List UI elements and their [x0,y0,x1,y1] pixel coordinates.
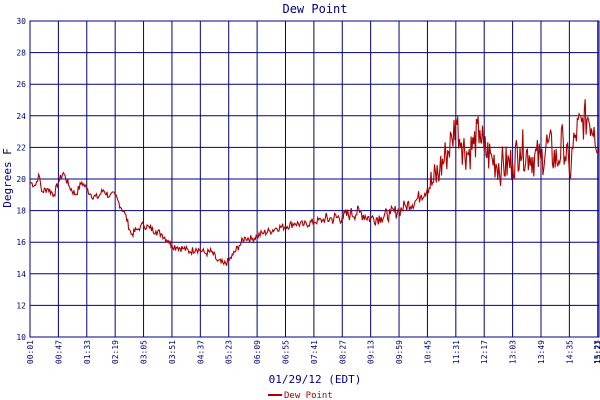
x-tick-label: 06:55 [281,340,290,364]
y-tick-label: 18 [16,207,26,216]
y-tick-label: 12 [16,301,26,310]
x-tick-label: 06:09 [253,340,262,364]
y-tick-label: 20 [16,175,26,184]
x-tick-label: 05:23 [225,340,234,364]
y-tick-label: 24 [16,112,26,121]
x-tick-label: 09:13 [367,340,376,364]
x-tick-label: 14:35 [565,340,574,364]
legend-label-dew-point: Dew Point [284,391,333,400]
x-tick-label: 03:51 [168,340,177,364]
legend: Dew Point [268,391,333,400]
x-tick-label: 00:47 [54,340,63,364]
x-tick-label: 02:19 [111,340,120,364]
plot-frame [29,20,600,338]
x-tick-label: 07:41 [310,340,319,364]
x-tick-label: 03:05 [140,340,149,364]
x-tick-label: 13:03 [509,340,518,364]
y-tick-label: 26 [16,80,26,89]
x-axis-label: 01/29/12 (EDT) [269,373,362,386]
x-tick-label: 11:31 [452,340,461,364]
x-tick-labels: 00:01 00:47 01:33 02:19 03:05 03:51 04:37 05:23… [26,340,600,364]
x-tick-label: 15:21 [594,340,600,364]
x-tick-label: 08:27 [338,340,347,364]
y-tick-label: 28 [16,49,26,58]
x-tick-label: 04:37 [196,340,205,364]
x-tick-label: 00:01 [26,340,35,364]
y-tick-label: 22 [16,143,26,152]
y-tick-label: 16 [16,238,26,247]
y-axis-label: Degrees F [1,148,14,208]
y-tick-label: 14 [16,270,26,279]
series-line-dew-point [29,99,600,267]
x-tick-label: 13:49 [537,340,546,364]
chart-title: Dew Point [282,2,347,16]
x-tick-label: 15:23 [593,340,600,364]
y-tick-label: 10 [16,333,26,342]
x-tick-label: 10:45 [423,340,432,364]
y-tick-label: 30 [16,17,26,26]
x-tick-label: 09:59 [395,340,404,364]
x-tick-label: 01:33 [83,340,92,364]
x-tick-label: 12:17 [480,340,489,364]
y-tick-labels: 10 12 14 16 18 20 22 24 26 28 30 [16,17,26,342]
